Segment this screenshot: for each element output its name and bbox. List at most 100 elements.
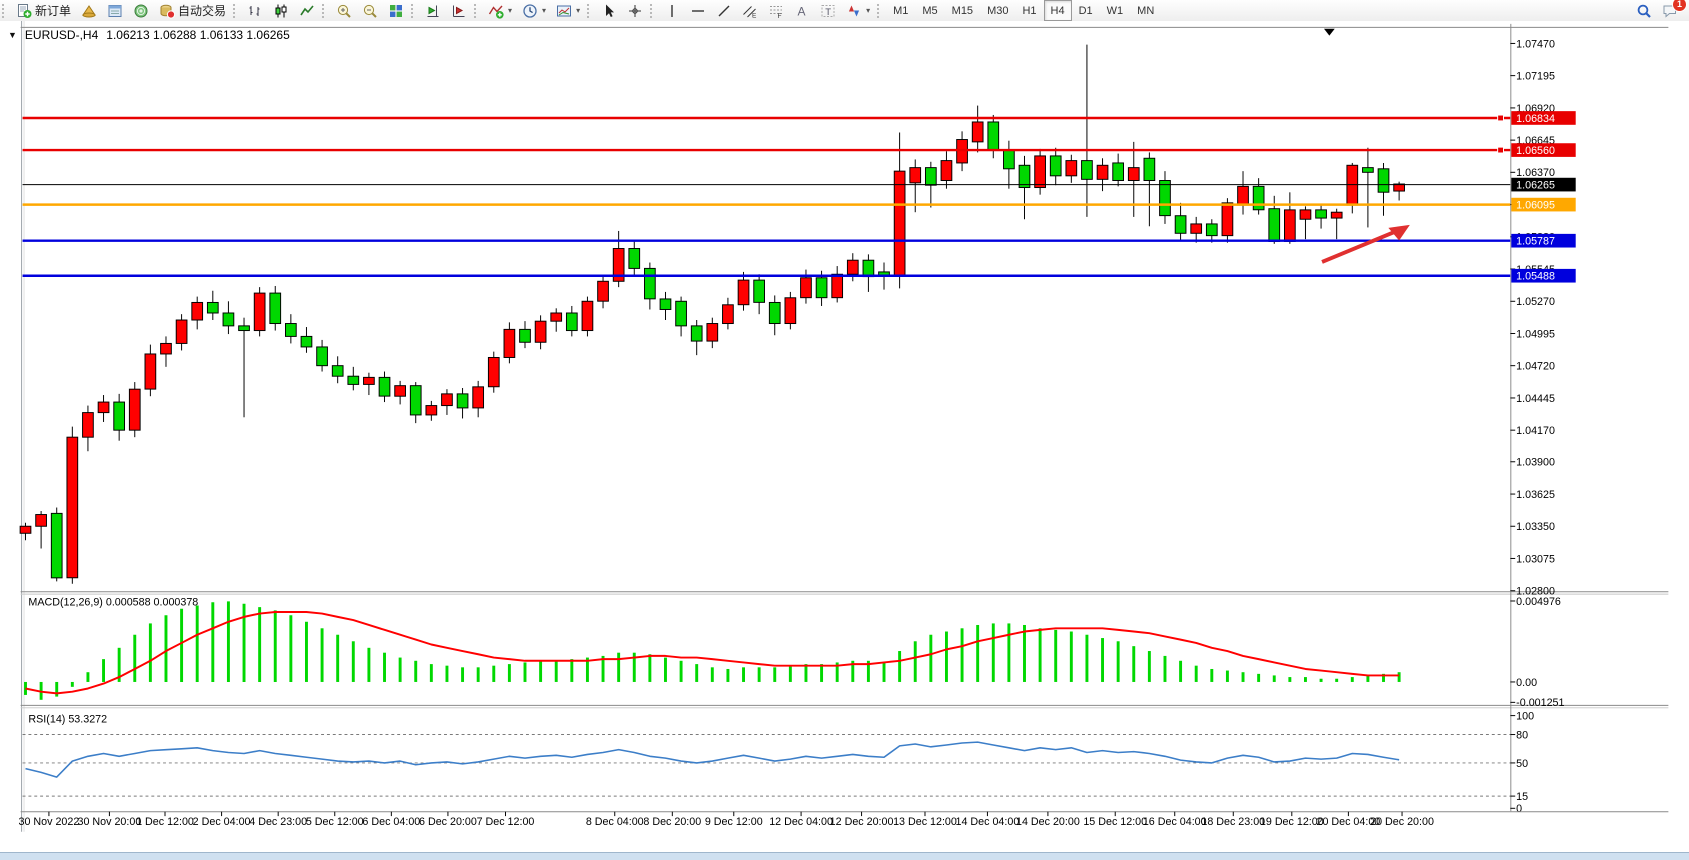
timeframe-H1-button[interactable]: H1 <box>1022 4 1037 17</box>
macd-pane: MACD(12,26,9) 0.000588 0.000378 <box>24 596 1401 700</box>
time-label: 13 Dec 12:00 <box>893 816 957 828</box>
toolbar-grip[interactable] <box>650 3 657 18</box>
navigator-button[interactable] <box>129 0 153 22</box>
svg-text:1.06370: 1.06370 <box>1516 167 1555 179</box>
candle <box>472 386 485 409</box>
autotrading-button[interactable]: 自动交易 <box>155 0 230 22</box>
trendline-button[interactable] <box>712 0 736 22</box>
candle <box>940 160 953 181</box>
chart-frame <box>20 21 1669 832</box>
label-icon: T <box>820 3 836 19</box>
cursor-icon <box>601 3 617 19</box>
timeframe-MN-button[interactable]: MN <box>1137 4 1155 17</box>
periods-button[interactable]: ▾ <box>518 0 550 22</box>
equidistant-channel-button[interactable]: E <box>738 0 762 22</box>
fibonacci-button[interactable]: F <box>764 0 788 22</box>
horizontal-line-button[interactable] <box>686 0 710 22</box>
svg-text:1.05488: 1.05488 <box>1516 271 1555 283</box>
arrows-button[interactable]: ▾ <box>842 0 874 22</box>
toolbar-grip[interactable] <box>877 3 884 18</box>
cursor-button[interactable] <box>597 0 621 22</box>
svg-text:1.03350: 1.03350 <box>1516 521 1555 533</box>
templates-button[interactable]: ▾ <box>552 0 584 22</box>
tile-windows-button[interactable] <box>384 0 408 22</box>
time-label: 15 Dec 12:00 <box>1083 816 1147 828</box>
svg-text:50: 50 <box>1516 758 1528 770</box>
line-handle[interactable] <box>1497 146 1504 154</box>
text-button[interactable]: A <box>790 0 814 22</box>
timeframe-M15-button[interactable]: M15 <box>951 4 974 17</box>
candle <box>113 401 126 431</box>
candle <box>1346 164 1359 206</box>
new-order-button[interactable]: 新订单 <box>12 0 75 22</box>
svg-text:100: 100 <box>1516 711 1534 723</box>
line-handle[interactable] <box>1497 114 1504 122</box>
price-axis[interactable]: 1.074701.071951.069201.066451.063701.060… <box>1510 23 1576 815</box>
toolbar-grip[interactable] <box>411 3 418 18</box>
notifications-button[interactable]: 1 <box>1658 0 1687 22</box>
indicators-button[interactable]: ▾ <box>484 0 516 22</box>
candle <box>1018 164 1031 189</box>
candle <box>82 412 94 438</box>
rsi-label: RSI(14) 53.3272 <box>28 713 107 725</box>
zoom-in-button[interactable] <box>332 0 356 22</box>
toolbar-grip[interactable] <box>233 3 240 18</box>
price-tag-1.05787: 1.05787 <box>1511 233 1576 248</box>
collapse-icon[interactable]: ▼ <box>8 30 17 40</box>
toolbar-grip[interactable] <box>474 3 481 18</box>
candle <box>378 376 391 397</box>
zoom-out-button[interactable] <box>358 0 382 22</box>
timeframe-W1-button[interactable]: W1 <box>1106 4 1124 17</box>
time-label: 20 Dec 20:00 <box>1370 816 1434 828</box>
candle <box>487 356 500 388</box>
timeframe-H4-button[interactable]: H4 <box>1043 0 1072 21</box>
bar-chart-icon <box>247 3 263 19</box>
candle-chart-button[interactable] <box>269 0 293 22</box>
toolbar-grip[interactable] <box>322 3 329 18</box>
label-button[interactable]: T <box>816 0 840 22</box>
time-label: 18 Dec 23:00 <box>1201 816 1265 828</box>
vertical-line-button[interactable] <box>660 0 684 22</box>
toolbar-grip[interactable] <box>2 3 9 18</box>
price-chart-canvas[interactable]: MACD(12,26,9) 0.000588 0.000378 RSI(14) 5… <box>0 21 1689 860</box>
candle <box>1393 183 1405 192</box>
search-icon <box>1636 3 1652 19</box>
rsi-pane: RSI(14) 53.3272 <box>22 713 1511 797</box>
text-icon: A <box>794 3 810 19</box>
candle <box>1065 160 1078 177</box>
candle <box>846 259 859 275</box>
candle <box>597 280 609 302</box>
timeframe-M5-button[interactable]: M5 <box>922 4 938 17</box>
notification-badge: 1 <box>1672 0 1687 12</box>
market-watch-button[interactable] <box>77 0 101 22</box>
candle <box>363 376 375 385</box>
candle <box>175 319 188 344</box>
chevron-down-icon: ▾ <box>542 6 547 15</box>
bar-chart-button[interactable] <box>243 0 267 22</box>
data-window-button[interactable] <box>103 0 127 22</box>
price-tag-1.06265: 1.06265 <box>1511 177 1576 192</box>
periods-icon <box>522 3 538 19</box>
toolbar-grip[interactable] <box>587 3 594 18</box>
candle <box>1283 209 1296 242</box>
candle <box>97 401 110 414</box>
time-label: 1 Dec 12:00 <box>136 816 194 828</box>
svg-text:T: T <box>825 6 831 17</box>
timeframe-M30-button[interactable]: M30 <box>987 4 1009 17</box>
arrow-annotation[interactable] <box>1321 224 1410 264</box>
crosshair-button[interactable] <box>623 0 647 22</box>
scroll-marker-icon[interactable] <box>1323 28 1335 36</box>
timeframe-M1-button[interactable]: M1 <box>893 4 909 17</box>
candle <box>1330 211 1343 219</box>
candle <box>1268 208 1281 242</box>
chart-shift-end-button[interactable] <box>421 0 445 22</box>
svg-text:1.06095: 1.06095 <box>1516 200 1555 212</box>
timeframe-D1-button[interactable]: D1 <box>1078 4 1093 17</box>
chart-shift-button[interactable] <box>447 0 471 22</box>
chart-shift-end-icon <box>425 3 441 19</box>
candle <box>1034 155 1046 189</box>
pane-separators[interactable] <box>20 591 1669 709</box>
search-button[interactable] <box>1632 0 1656 22</box>
line-chart-button[interactable] <box>295 0 319 22</box>
